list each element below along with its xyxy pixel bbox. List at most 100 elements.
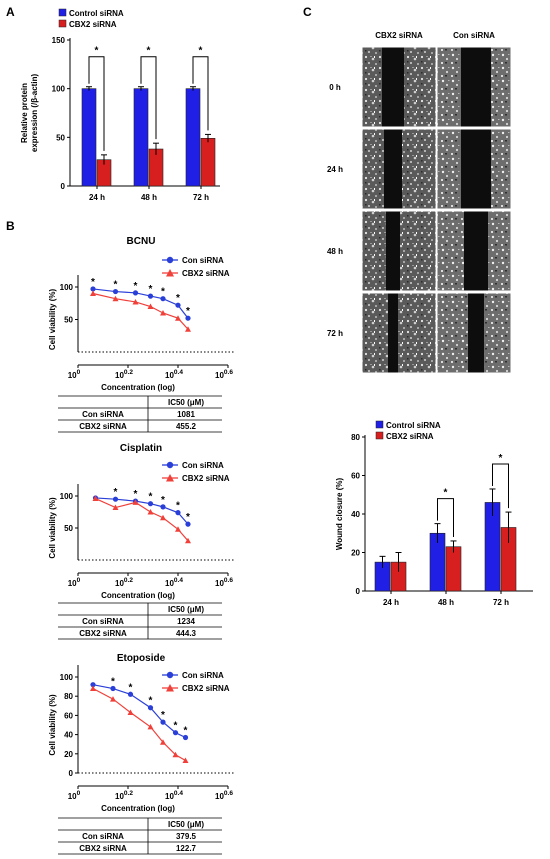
y-tick-label: 60 [64, 711, 73, 720]
legend-marker [166, 461, 174, 469]
legend-label: CBX2 siRNA [69, 20, 117, 29]
chart-title: BCNU [127, 236, 156, 247]
point-con [147, 293, 154, 299]
panel-label-c: C [303, 5, 312, 19]
legend-label: CBX2 siRNA [386, 432, 434, 441]
bar-control [133, 88, 149, 187]
x-tick-label: 48 h [438, 598, 454, 607]
point-cbx2 [147, 509, 154, 515]
micrograph-row-label: 48 h [327, 247, 343, 256]
x-tick-exponent: 0 [77, 790, 81, 797]
wound-healing-micrographs: CBX2 siRNA Con siRNA 0 h 24 h 48 h 72 h [327, 31, 512, 374]
x-tick-base: 10 [165, 579, 174, 588]
table-value: 379.5 [176, 832, 197, 841]
significance-star: * [176, 501, 180, 512]
significance-star: * [111, 677, 115, 688]
significance-star: * [147, 46, 151, 57]
x-tick-label: 100.6 [215, 790, 233, 801]
micrograph-frame [436, 210, 512, 292]
wound-closure-bar-chart: 0 20 40 60 80 Wound closure (%) 24 h 48 h * 72 h *… [335, 420, 533, 607]
legend-swatch [375, 420, 384, 429]
micrograph-row-label: 0 h [329, 83, 341, 92]
fit-curve-cbx2 [95, 498, 189, 542]
significance-star: * [91, 277, 95, 288]
legend-marker [166, 671, 174, 679]
x-tick-label: 100.2 [115, 790, 133, 801]
point-con [160, 719, 166, 725]
x-tick-exponent: 0.4 [174, 577, 183, 584]
y-tick-label: 40 [351, 510, 360, 519]
panel-label-a: A [6, 5, 15, 19]
x-tick-base: 10 [115, 792, 124, 801]
significance-bracket [437, 498, 454, 537]
legend-marker [166, 256, 174, 264]
x-tick-label: 100.6 [215, 369, 233, 380]
x-tick-label: 100.4 [165, 790, 183, 801]
table-row-label: CBX2 siRNA [79, 629, 127, 638]
x-tick-base: 10 [165, 792, 174, 801]
point-con [147, 501, 154, 507]
point-cbx2 [175, 315, 181, 321]
legend-marker [166, 684, 174, 692]
legend-label: CBX2 siRNA [182, 269, 230, 278]
significance-star: * [186, 512, 190, 523]
point-con [110, 685, 116, 692]
x-tick-base: 10 [165, 371, 174, 380]
significance-star: * [199, 46, 203, 57]
point-cbx2 [147, 303, 154, 309]
table-header: IC50 (μM) [168, 605, 204, 614]
x-tick-label: 100.2 [115, 369, 133, 380]
legend-label: Con siRNA [182, 461, 224, 470]
legend-label: CBX2 siRNA [182, 474, 230, 483]
wound-gap [382, 47, 404, 127]
significance-star: * [444, 488, 448, 499]
significance-star: * [149, 284, 153, 295]
x-tick-base: 10 [215, 371, 224, 380]
panel-label-b: B [6, 219, 15, 233]
micrograph-frame [361, 46, 437, 128]
x-tick-base: 10 [215, 579, 224, 588]
x-tick-label: 100 [68, 577, 81, 588]
x-axis-label: Concentration (log) [101, 804, 175, 813]
legend-marker [166, 269, 174, 277]
micrograph-frame [436, 292, 512, 374]
significance-star: * [161, 710, 165, 721]
x-axis-label: Concentration (log) [101, 591, 175, 600]
point-cbx2 [185, 537, 191, 544]
point-cbx2 [160, 310, 166, 316]
point-con [112, 496, 119, 502]
table-row-label: Con siRNA [82, 410, 124, 419]
wound-gap [461, 129, 491, 209]
x-tick-label: 100 [68, 369, 81, 380]
x-tick-label: 72 h [493, 598, 509, 607]
table-header: IC50 (μM) [168, 820, 204, 829]
point-cbx2 [147, 723, 154, 730]
significance-star: * [95, 46, 99, 57]
legend-swatch [58, 8, 67, 17]
table-row-label: Con siRNA [82, 832, 124, 841]
table-row-label: Con siRNA [82, 617, 124, 626]
x-tick-base: 10 [215, 792, 224, 801]
x-tick-label: 100.6 [215, 577, 233, 588]
wound-gap [384, 129, 402, 209]
point-con [185, 521, 191, 527]
x-tick-label: 100 [68, 790, 81, 801]
legend-swatch [58, 19, 67, 28]
micrograph-row-label: 24 h [327, 165, 343, 174]
significance-bracket [492, 463, 509, 509]
x-tick-label: 48 h [141, 193, 157, 202]
significance-star: * [114, 487, 118, 498]
point-cbx2 [92, 495, 99, 502]
bar-cbx2 [445, 546, 462, 592]
x-tick-base: 10 [115, 579, 124, 588]
y-tick-label: 50 [64, 316, 73, 325]
x-tick-exponent: 0 [77, 369, 81, 376]
x-tick-base: 10 [115, 371, 124, 380]
micrograph-column-label: Con siRNA [453, 31, 495, 40]
point-con [112, 288, 119, 295]
y-tick-label: 100 [60, 673, 74, 682]
significance-star: * [161, 495, 165, 506]
point-con [185, 315, 191, 321]
y-tick-label: 20 [351, 549, 360, 558]
